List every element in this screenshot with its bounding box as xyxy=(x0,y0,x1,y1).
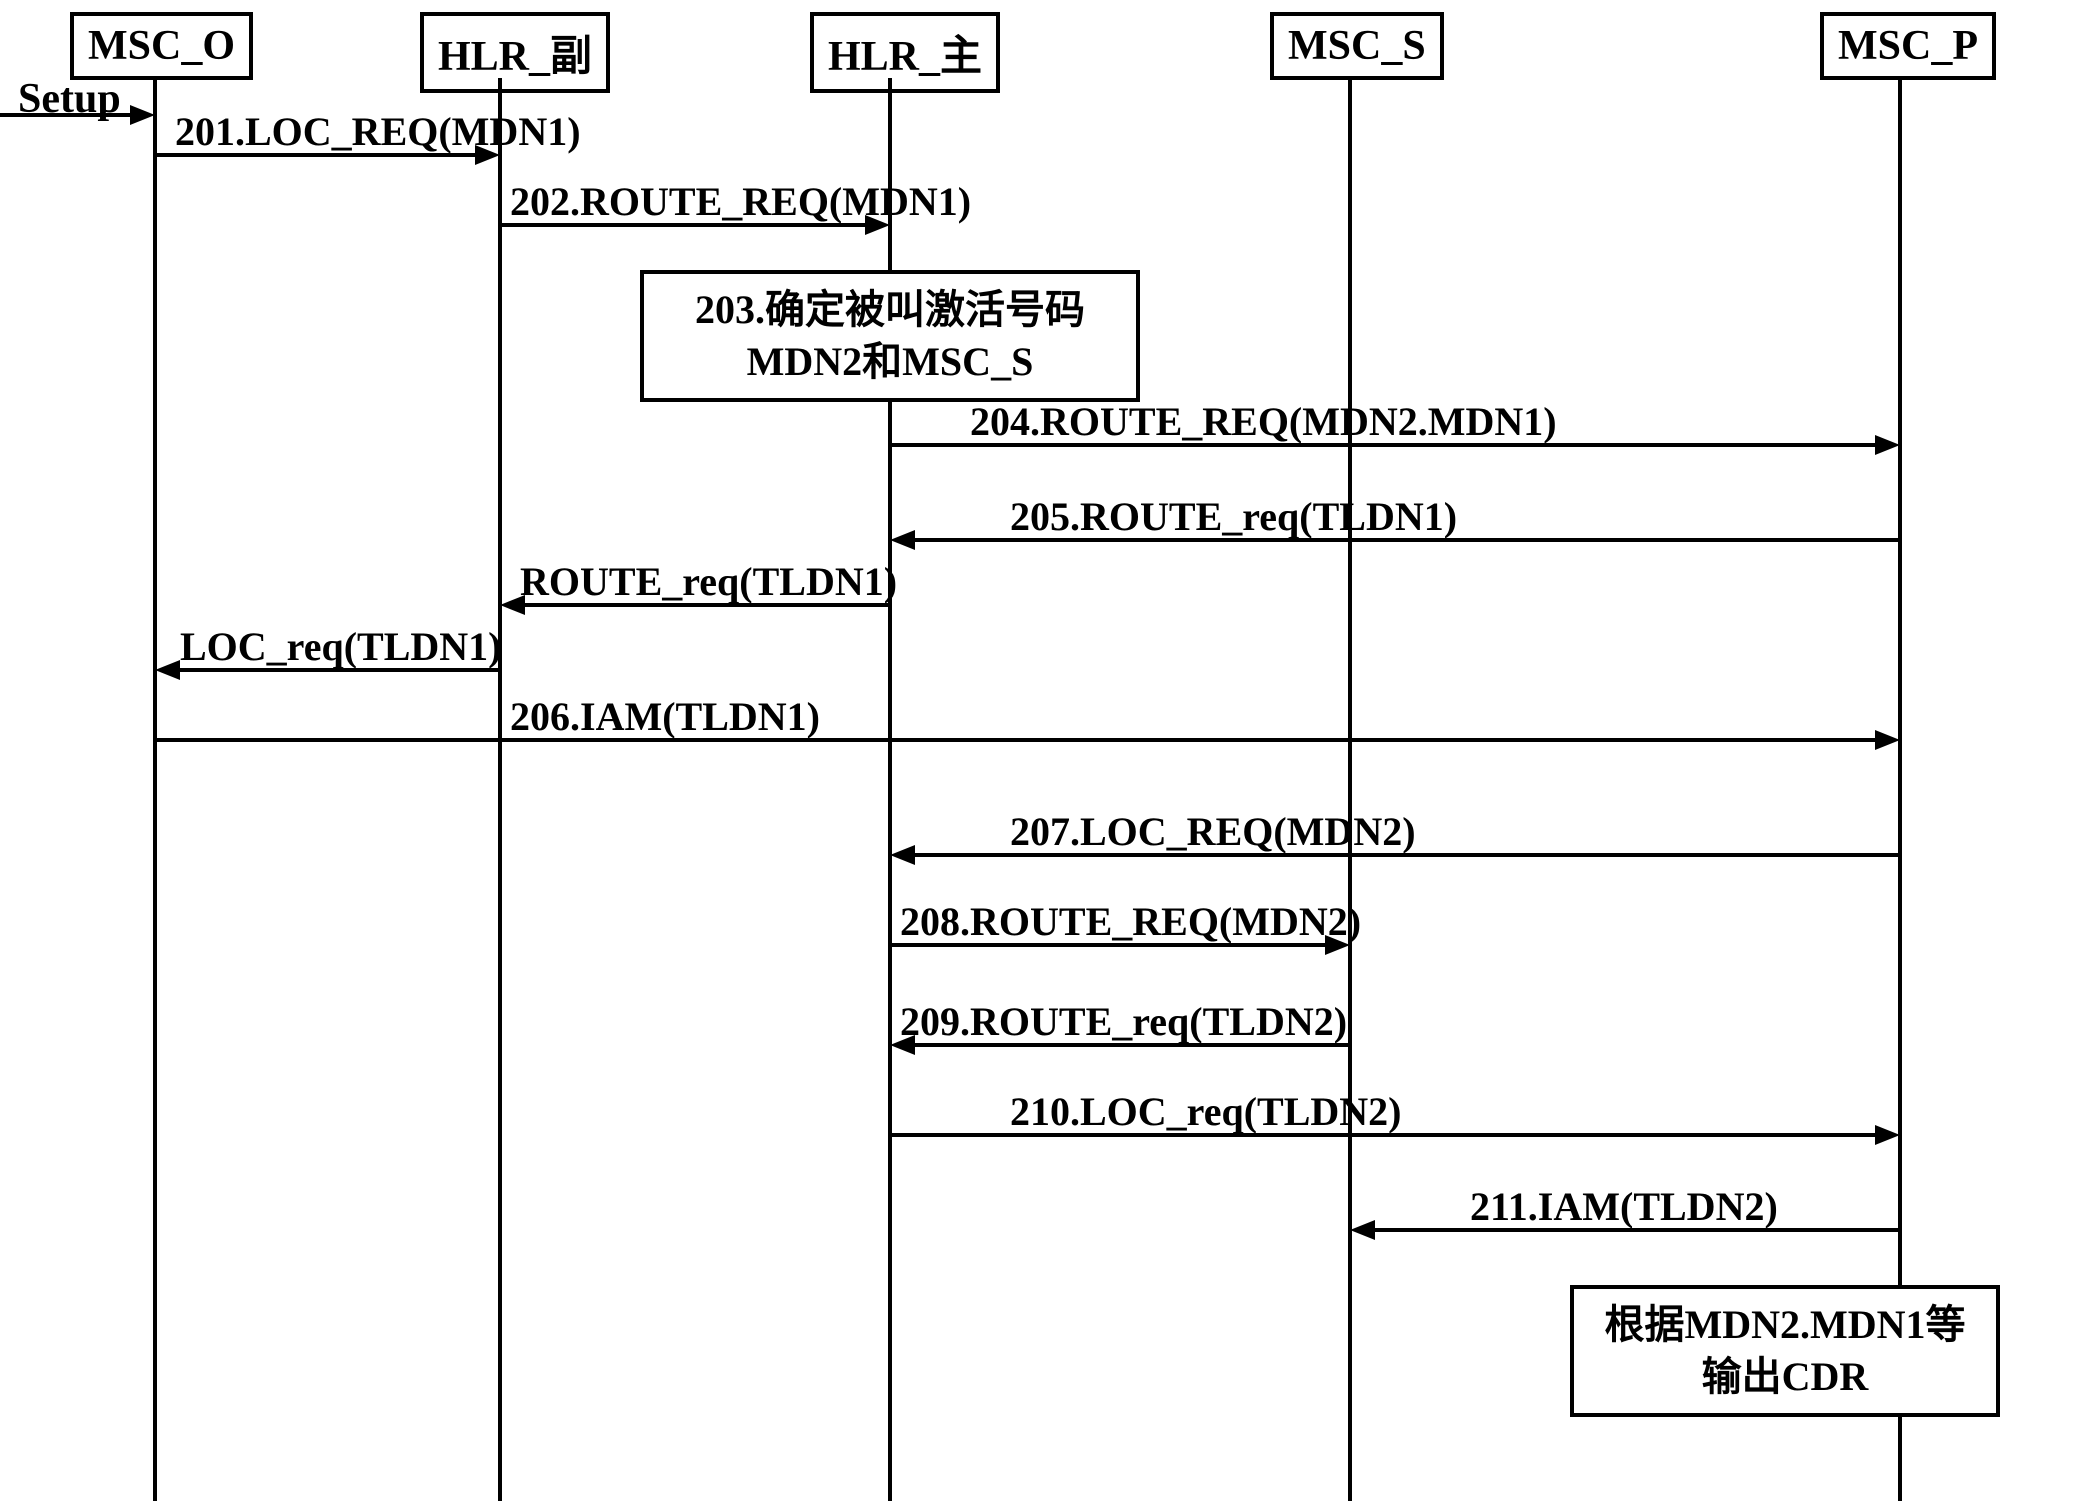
msg-204: 204.ROUTE_REQ(MDN2.MDN1) xyxy=(970,398,1557,445)
note-line: 输出CDR xyxy=(1594,1351,1976,1403)
msg-206: 206.IAM(TLDN1) xyxy=(510,693,820,740)
note-line: MDN2和MSC_S xyxy=(664,336,1116,388)
note-line: 根据MDN2.MDN1等 xyxy=(1594,1299,1976,1351)
note-cdr: 根据MDN2.MDN1等 输出CDR xyxy=(1570,1285,2000,1417)
participant-msc-p: MSC_P xyxy=(1820,12,1996,80)
msg-loc-back: LOC_req(TLDN1) xyxy=(180,623,501,670)
note-line: 203.确定被叫激活号码 xyxy=(664,284,1116,336)
note-203: 203.确定被叫激活号码 MDN2和MSC_S xyxy=(640,270,1140,402)
participant-msc-o: MSC_O xyxy=(70,12,253,80)
lifeline-msc-s xyxy=(1348,78,1352,1501)
arrows-layer xyxy=(0,0,2075,1501)
participant-label: HLR_副 xyxy=(438,34,592,80)
lifeline-hlr-sub xyxy=(498,78,502,1501)
participant-hlr-sub: HLR_副 xyxy=(420,12,610,93)
msg-route-back: ROUTE_req(TLDN1) xyxy=(520,558,897,605)
msg-205: 205.ROUTE_req(TLDN1) xyxy=(1010,493,1457,540)
lifeline-msc-o xyxy=(153,78,157,1501)
msg-201: 201.LOC_REQ(MDN1) xyxy=(175,108,581,155)
msg-202: 202.ROUTE_REQ(MDN1) xyxy=(510,178,971,225)
participant-hlr-main: HLR_主 xyxy=(810,12,1000,93)
msg-210: 210.LOC_req(TLDN2) xyxy=(1010,1088,1401,1135)
setup-label: Setup xyxy=(18,75,121,123)
msg-208: 208.ROUTE_REQ(MDN2) xyxy=(900,898,1361,945)
msg-211: 211.IAM(TLDN2) xyxy=(1470,1183,1778,1230)
participant-label: HLR_主 xyxy=(828,34,982,80)
participant-msc-s: MSC_S xyxy=(1270,12,1444,80)
participant-label: MSC_O xyxy=(88,23,235,69)
sequence-diagram: MSC_O HLR_副 HLR_主 MSC_S MSC_P xyxy=(0,0,2075,1501)
participant-label: MSC_P xyxy=(1838,23,1978,69)
participant-label: MSC_S xyxy=(1288,23,1426,69)
msg-207: 207.LOC_REQ(MDN2) xyxy=(1010,808,1416,855)
msg-209: 209.ROUTE_req(TLDN2) xyxy=(900,998,1347,1045)
